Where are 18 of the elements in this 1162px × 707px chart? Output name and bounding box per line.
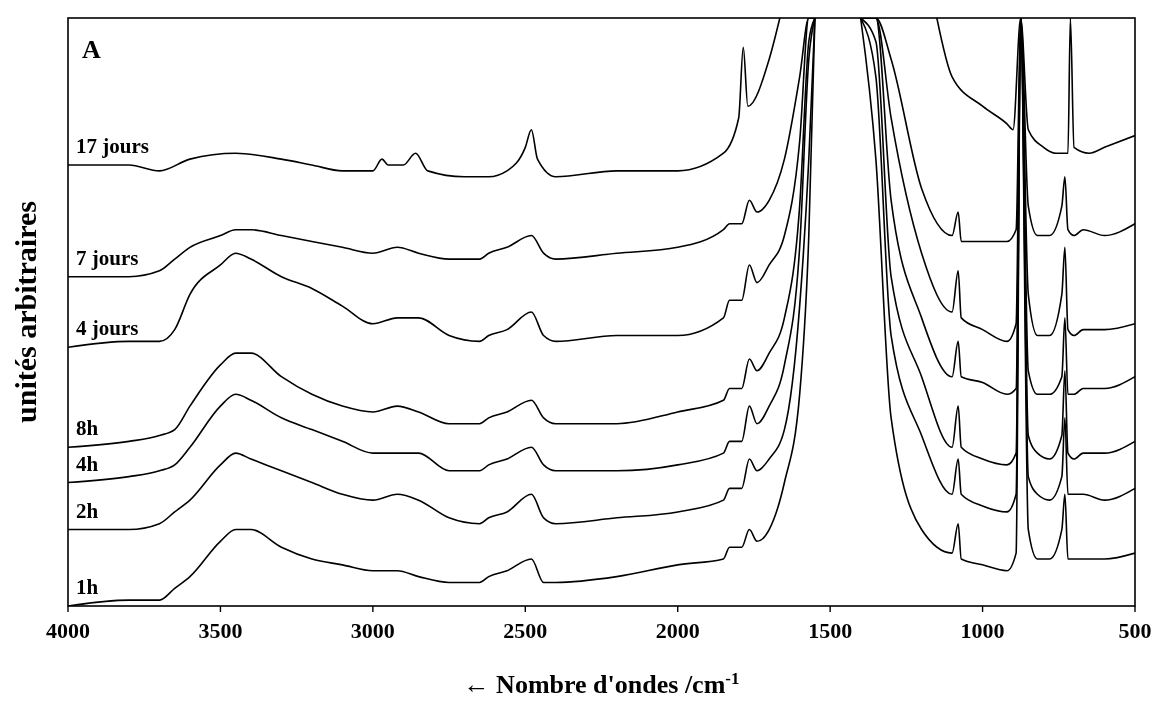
y-axis-title: unités arbitraires	[9, 201, 42, 423]
x-tick-label: 2500	[503, 618, 548, 643]
x-tick-label: 1500	[808, 618, 853, 643]
x-tick-label: 3000	[350, 618, 395, 643]
series-label: 17 jours	[76, 134, 149, 158]
x-tick-label: 3500	[198, 618, 243, 643]
x-tick-label: 1000	[960, 618, 1005, 643]
series-label: 7 jours	[76, 245, 139, 270]
x-tick-label: 2000	[655, 618, 700, 643]
x-tick-label: 4000	[46, 618, 90, 643]
x-axis-title: ← Nombre d'ondes /cm$^{-1}$	[463, 668, 740, 699]
series-label: 4h	[76, 451, 99, 476]
text: A	[82, 35, 101, 64]
series-label: 8h	[76, 416, 99, 441]
x-tick-label: 500	[1118, 618, 1152, 643]
series-label: 2h	[76, 498, 99, 523]
series-label: 1h	[76, 575, 99, 599]
series-label: 4 jours	[76, 316, 139, 341]
